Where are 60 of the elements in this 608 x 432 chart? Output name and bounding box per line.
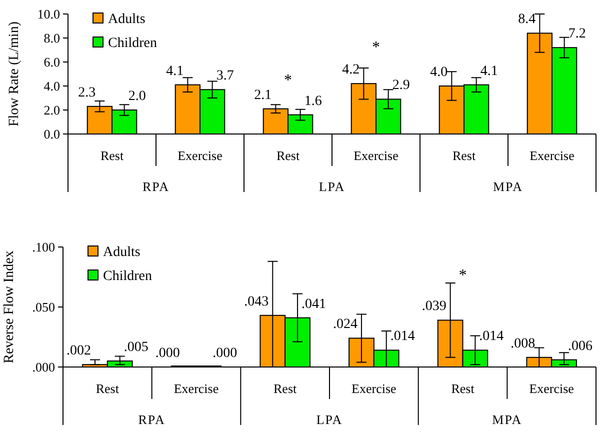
data-label: 2.0	[128, 89, 146, 104]
data-label: 7.2	[568, 26, 586, 42]
data-label: .000	[212, 346, 238, 361]
text: RPA	[142, 179, 170, 194]
text: LPA	[316, 412, 343, 427]
legend-label: Children	[108, 36, 157, 51]
annotation: *	[284, 72, 292, 89]
x-tick-label: Exercise	[530, 148, 575, 163]
text: MPA	[493, 179, 523, 194]
x-tick-label: Exercise	[178, 148, 223, 163]
data-label: 4.0	[430, 65, 448, 80]
x-tick-label: Rest	[276, 148, 300, 163]
legend-label: Children	[103, 268, 152, 284]
data-label: .014	[390, 329, 415, 344]
y-axis-title: Reverse Flow Index	[2, 250, 17, 364]
x-tick-label: Rest	[451, 381, 475, 396]
y-tick-label: 6.0	[44, 54, 60, 70]
text: MPA	[492, 412, 522, 427]
x-tick-label: Rest	[100, 148, 124, 163]
y-tick-label: .050	[32, 300, 55, 315]
data-label: .024	[332, 317, 358, 332]
text: RPA	[138, 412, 166, 427]
legend-label: Adults	[103, 244, 140, 260]
x-tick-label: Rest	[274, 381, 298, 396]
legend-label: Adults	[108, 12, 146, 27]
y-tick-label: .000	[32, 360, 55, 375]
data-label: 3.7	[216, 68, 234, 84]
x-tick-label: Exercise	[529, 381, 574, 396]
x-tick-label: Rest	[452, 148, 476, 163]
annotation: *	[372, 39, 380, 56]
x-tick-label: Exercise	[354, 148, 399, 163]
data-label: .008	[510, 336, 536, 352]
data-label: .039	[422, 299, 446, 314]
x-tick-label: Exercise	[352, 381, 397, 396]
data-label: 2.9	[392, 78, 410, 94]
y-tick-label: 8.0	[44, 30, 60, 46]
annotation: *	[458, 267, 467, 284]
data-label: 1.6	[304, 94, 322, 109]
x-tick-label: Exercise	[174, 381, 219, 396]
data-label: .005	[124, 340, 148, 355]
data-label: .014	[479, 329, 504, 344]
y-tick-label: 10.0	[37, 6, 60, 22]
data-label: 4.2	[342, 62, 360, 78]
data-label: 4.1	[480, 64, 498, 79]
data-label: 2.1	[254, 88, 272, 103]
x-tick-label: Rest	[96, 381, 120, 396]
y-tick-label: .100	[32, 240, 55, 255]
data-label: .002	[66, 344, 91, 359]
data-label: 8.4	[518, 12, 536, 28]
y-tick-label: 0.0	[44, 126, 60, 142]
y-axis-title: Flow Rate (L/min)	[7, 21, 22, 126]
data-label: 4.1	[166, 64, 184, 79]
data-label: .000	[155, 346, 180, 361]
data-label: .041	[302, 296, 326, 312]
data-label: 2.3	[78, 85, 96, 100]
y-tick-label: 2.0	[44, 102, 60, 118]
text: LPA	[318, 179, 346, 194]
y-tick-label: 4.0	[44, 78, 60, 94]
data-label: .043	[244, 294, 269, 310]
data-label: .006	[568, 338, 593, 354]
